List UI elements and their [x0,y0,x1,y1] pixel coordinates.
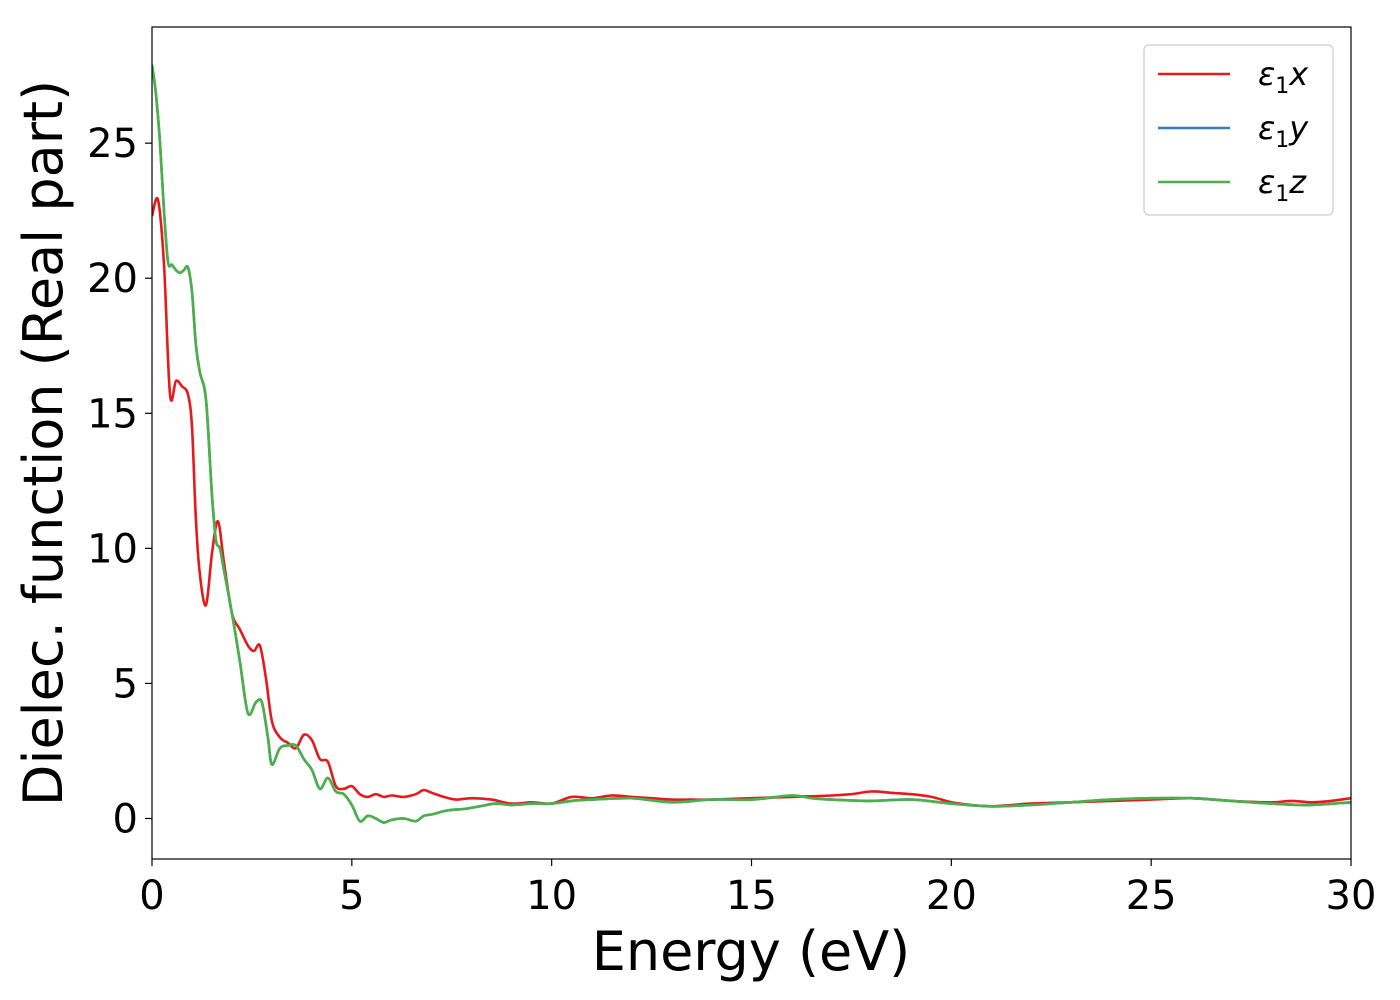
x-axis: 0 5 10 15 20 25 30 [139,859,1376,919]
legend-variable: z [1288,163,1307,201]
y-tick-label: 25 [87,121,138,167]
legend-label-z: ε1z [1258,163,1307,207]
legend-label-y: ε1y [1258,109,1309,153]
x-tick-label: 15 [726,873,777,919]
x-tick-label: 0 [139,873,164,919]
x-tick-label: 30 [1326,873,1377,919]
y-tick-label: 20 [87,256,138,302]
x-tick-label: 10 [526,873,577,919]
legend-symbol: ε [1258,163,1275,201]
legend-variable: x [1288,55,1309,93]
y-tick-label: 15 [87,391,138,437]
legend-label-x: ε1x [1258,55,1309,99]
legend-subscript: 1 [1275,182,1289,207]
y-axis-title: Dielec. function (Real part) [12,80,75,806]
legend-subscript: 1 [1275,74,1289,99]
x-tick-label: 20 [926,873,977,919]
legend-subscript: 1 [1275,128,1289,153]
series-line-z [152,64,1351,824]
legend-symbol: ε [1258,109,1275,147]
series-layer [152,64,1351,824]
y-tick-label: 0 [113,796,138,842]
y-tick-label: 10 [87,526,138,572]
legend-symbol: ε [1258,55,1275,93]
legend-variable: y [1288,109,1309,147]
x-tick-label: 5 [339,873,364,919]
x-tick-label: 25 [1126,873,1177,919]
legend-box [1143,44,1334,216]
y-tick-label: 5 [113,661,138,707]
y-axis: 0 5 10 15 20 25 [87,121,152,842]
x-axis-title: Energy (eV) [592,920,911,983]
